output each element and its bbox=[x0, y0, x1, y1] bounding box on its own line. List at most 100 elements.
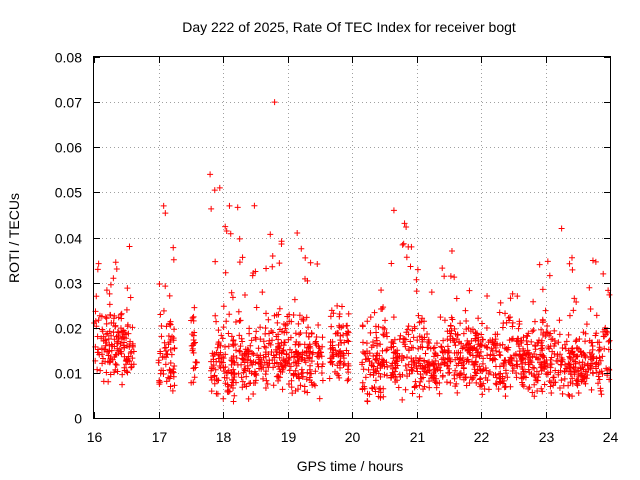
data-point bbox=[263, 310, 270, 317]
data-point bbox=[601, 345, 608, 352]
data-point bbox=[169, 387, 176, 394]
y-axis-label: ROTI / TECUs bbox=[6, 193, 22, 283]
data-point bbox=[600, 270, 607, 277]
data-point bbox=[503, 370, 510, 377]
data-point bbox=[126, 243, 133, 250]
data-point bbox=[462, 307, 469, 314]
y-tick-label: 0.05 bbox=[55, 185, 82, 201]
data-point bbox=[463, 358, 470, 365]
data-point bbox=[477, 367, 484, 374]
data-point bbox=[484, 352, 491, 359]
data-point bbox=[606, 291, 613, 298]
data-point bbox=[374, 350, 381, 357]
data-point bbox=[459, 357, 466, 364]
data-point bbox=[269, 252, 276, 259]
data-point bbox=[286, 361, 293, 368]
data-point bbox=[509, 367, 516, 374]
data-point bbox=[292, 367, 299, 374]
data-point bbox=[236, 259, 243, 266]
data-point bbox=[157, 348, 164, 355]
data-point bbox=[380, 324, 387, 331]
data-point bbox=[345, 376, 352, 383]
data-point bbox=[496, 309, 503, 316]
data-point bbox=[239, 254, 246, 261]
data-point bbox=[334, 362, 341, 369]
data-point bbox=[231, 371, 238, 378]
data-point bbox=[276, 305, 283, 312]
data-point bbox=[169, 333, 176, 340]
data-point bbox=[565, 331, 572, 338]
data-point bbox=[166, 375, 173, 382]
data-point bbox=[548, 336, 555, 343]
data-point bbox=[262, 325, 269, 332]
data-point bbox=[245, 395, 252, 402]
data-point bbox=[391, 373, 398, 380]
data-point bbox=[521, 368, 528, 375]
data-point bbox=[297, 382, 304, 389]
data-point bbox=[285, 381, 292, 388]
data-point bbox=[492, 336, 499, 343]
data-point bbox=[431, 344, 438, 351]
data-point bbox=[444, 343, 451, 350]
data-point bbox=[395, 384, 402, 391]
data-point bbox=[285, 355, 292, 362]
data-point bbox=[502, 310, 509, 317]
data-point bbox=[303, 314, 310, 321]
data-point bbox=[219, 335, 226, 342]
data-point bbox=[215, 377, 222, 384]
data-point bbox=[236, 235, 243, 242]
data-point bbox=[235, 370, 242, 377]
data-point bbox=[596, 354, 603, 361]
data-point bbox=[559, 390, 566, 397]
data-point bbox=[453, 336, 460, 343]
data-point bbox=[426, 378, 433, 385]
data-point bbox=[112, 259, 119, 266]
data-point bbox=[252, 334, 259, 341]
data-point bbox=[485, 370, 492, 377]
data-point bbox=[558, 355, 565, 362]
data-point bbox=[425, 367, 432, 374]
data-point bbox=[121, 344, 128, 351]
data-point bbox=[232, 319, 239, 326]
data-point bbox=[458, 340, 465, 347]
data-point bbox=[234, 204, 241, 211]
data-point bbox=[572, 338, 579, 345]
data-point bbox=[429, 374, 436, 381]
data-point bbox=[113, 265, 120, 272]
data-point bbox=[171, 362, 178, 369]
data-point bbox=[606, 337, 613, 344]
data-point bbox=[431, 349, 438, 356]
data-point bbox=[563, 365, 570, 372]
data-point bbox=[363, 340, 370, 347]
data-point bbox=[381, 371, 388, 378]
data-point bbox=[538, 361, 545, 368]
data-point bbox=[419, 315, 426, 322]
data-point bbox=[298, 245, 305, 252]
data-point bbox=[531, 365, 538, 372]
data-point bbox=[566, 361, 573, 368]
data-point bbox=[593, 359, 600, 366]
data-point bbox=[402, 362, 409, 369]
data-point bbox=[125, 330, 132, 337]
data-point bbox=[252, 268, 259, 275]
data-point bbox=[446, 355, 453, 362]
data-point bbox=[275, 311, 282, 318]
data-point bbox=[414, 368, 421, 375]
data-point bbox=[217, 364, 224, 371]
data-point bbox=[281, 339, 288, 346]
x-tick-label: 22 bbox=[474, 429, 490, 445]
data-point bbox=[371, 384, 378, 391]
data-point bbox=[594, 339, 601, 346]
data-point bbox=[327, 359, 334, 366]
data-point bbox=[263, 377, 270, 384]
data-point bbox=[472, 369, 479, 376]
data-point bbox=[245, 347, 252, 354]
data-point bbox=[529, 389, 536, 396]
data-point bbox=[479, 320, 486, 327]
data-point bbox=[384, 363, 391, 370]
data-point bbox=[492, 356, 499, 363]
data-point bbox=[275, 336, 282, 343]
data-point bbox=[249, 350, 256, 357]
data-point bbox=[466, 340, 473, 347]
data-point bbox=[477, 348, 484, 355]
